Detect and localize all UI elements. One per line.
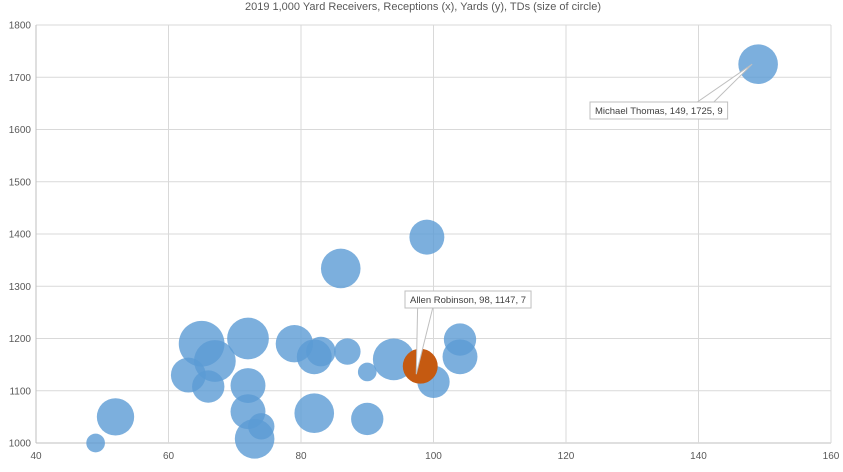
x-tick-label: 140 bbox=[690, 451, 707, 462]
bubble bbox=[192, 370, 225, 403]
bubble bbox=[227, 317, 269, 360]
y-tick-label: 1800 bbox=[9, 21, 32, 32]
bubble-highlight bbox=[402, 348, 438, 384]
bubble bbox=[234, 419, 275, 459]
bubble bbox=[230, 368, 266, 403]
bubble-series bbox=[86, 44, 778, 459]
bubble bbox=[334, 338, 361, 365]
chart-title: 2019 1,000 Yard Receivers, Receptions (x… bbox=[245, 1, 601, 13]
bubble bbox=[738, 44, 778, 84]
annotation-label: Allen Robinson, 98, 1147, 7 bbox=[410, 295, 526, 306]
x-tick-label: 60 bbox=[163, 451, 175, 462]
annotation-box bbox=[404, 290, 532, 309]
x-tick-label: 80 bbox=[295, 451, 307, 462]
bubble bbox=[357, 362, 377, 382]
bubble bbox=[442, 339, 478, 375]
x-tick-label: 100 bbox=[425, 451, 442, 462]
y-tick-label: 1200 bbox=[9, 334, 32, 345]
bubble bbox=[86, 433, 105, 453]
bubble bbox=[275, 325, 314, 363]
bubble bbox=[351, 402, 384, 436]
x-tick-label: 40 bbox=[30, 451, 42, 462]
x-tick-label: 120 bbox=[558, 451, 575, 462]
y-tick-label: 1300 bbox=[9, 282, 32, 293]
bubble bbox=[409, 219, 445, 255]
y-tick-label: 1600 bbox=[9, 125, 32, 136]
x-tick-label: 160 bbox=[823, 451, 840, 462]
bubble bbox=[294, 393, 335, 434]
annotation-label: Michael Thomas, 149, 1725, 9 bbox=[595, 106, 723, 117]
bubble bbox=[320, 248, 361, 289]
x-axis-tick-labels: 40 60 80 100 120 140 160 bbox=[30, 451, 839, 462]
y-axis-tick-labels: 1000 1100 1200 1300 1400 1500 1600 1700 1800 bbox=[9, 21, 32, 450]
annotations: Michael Thomas, 149, 1725, 9 Allen Robins… bbox=[404, 63, 753, 375]
annotation-callout bbox=[695, 63, 753, 103]
y-tick-label: 1100 bbox=[9, 386, 31, 397]
y-tick-label: 1700 bbox=[9, 73, 32, 84]
bubble bbox=[96, 398, 135, 436]
y-tick-label: 1000 bbox=[9, 439, 32, 450]
y-tick-label: 1400 bbox=[9, 230, 32, 241]
y-tick-label: 1500 bbox=[9, 177, 32, 188]
annotation-box bbox=[589, 101, 729, 120]
